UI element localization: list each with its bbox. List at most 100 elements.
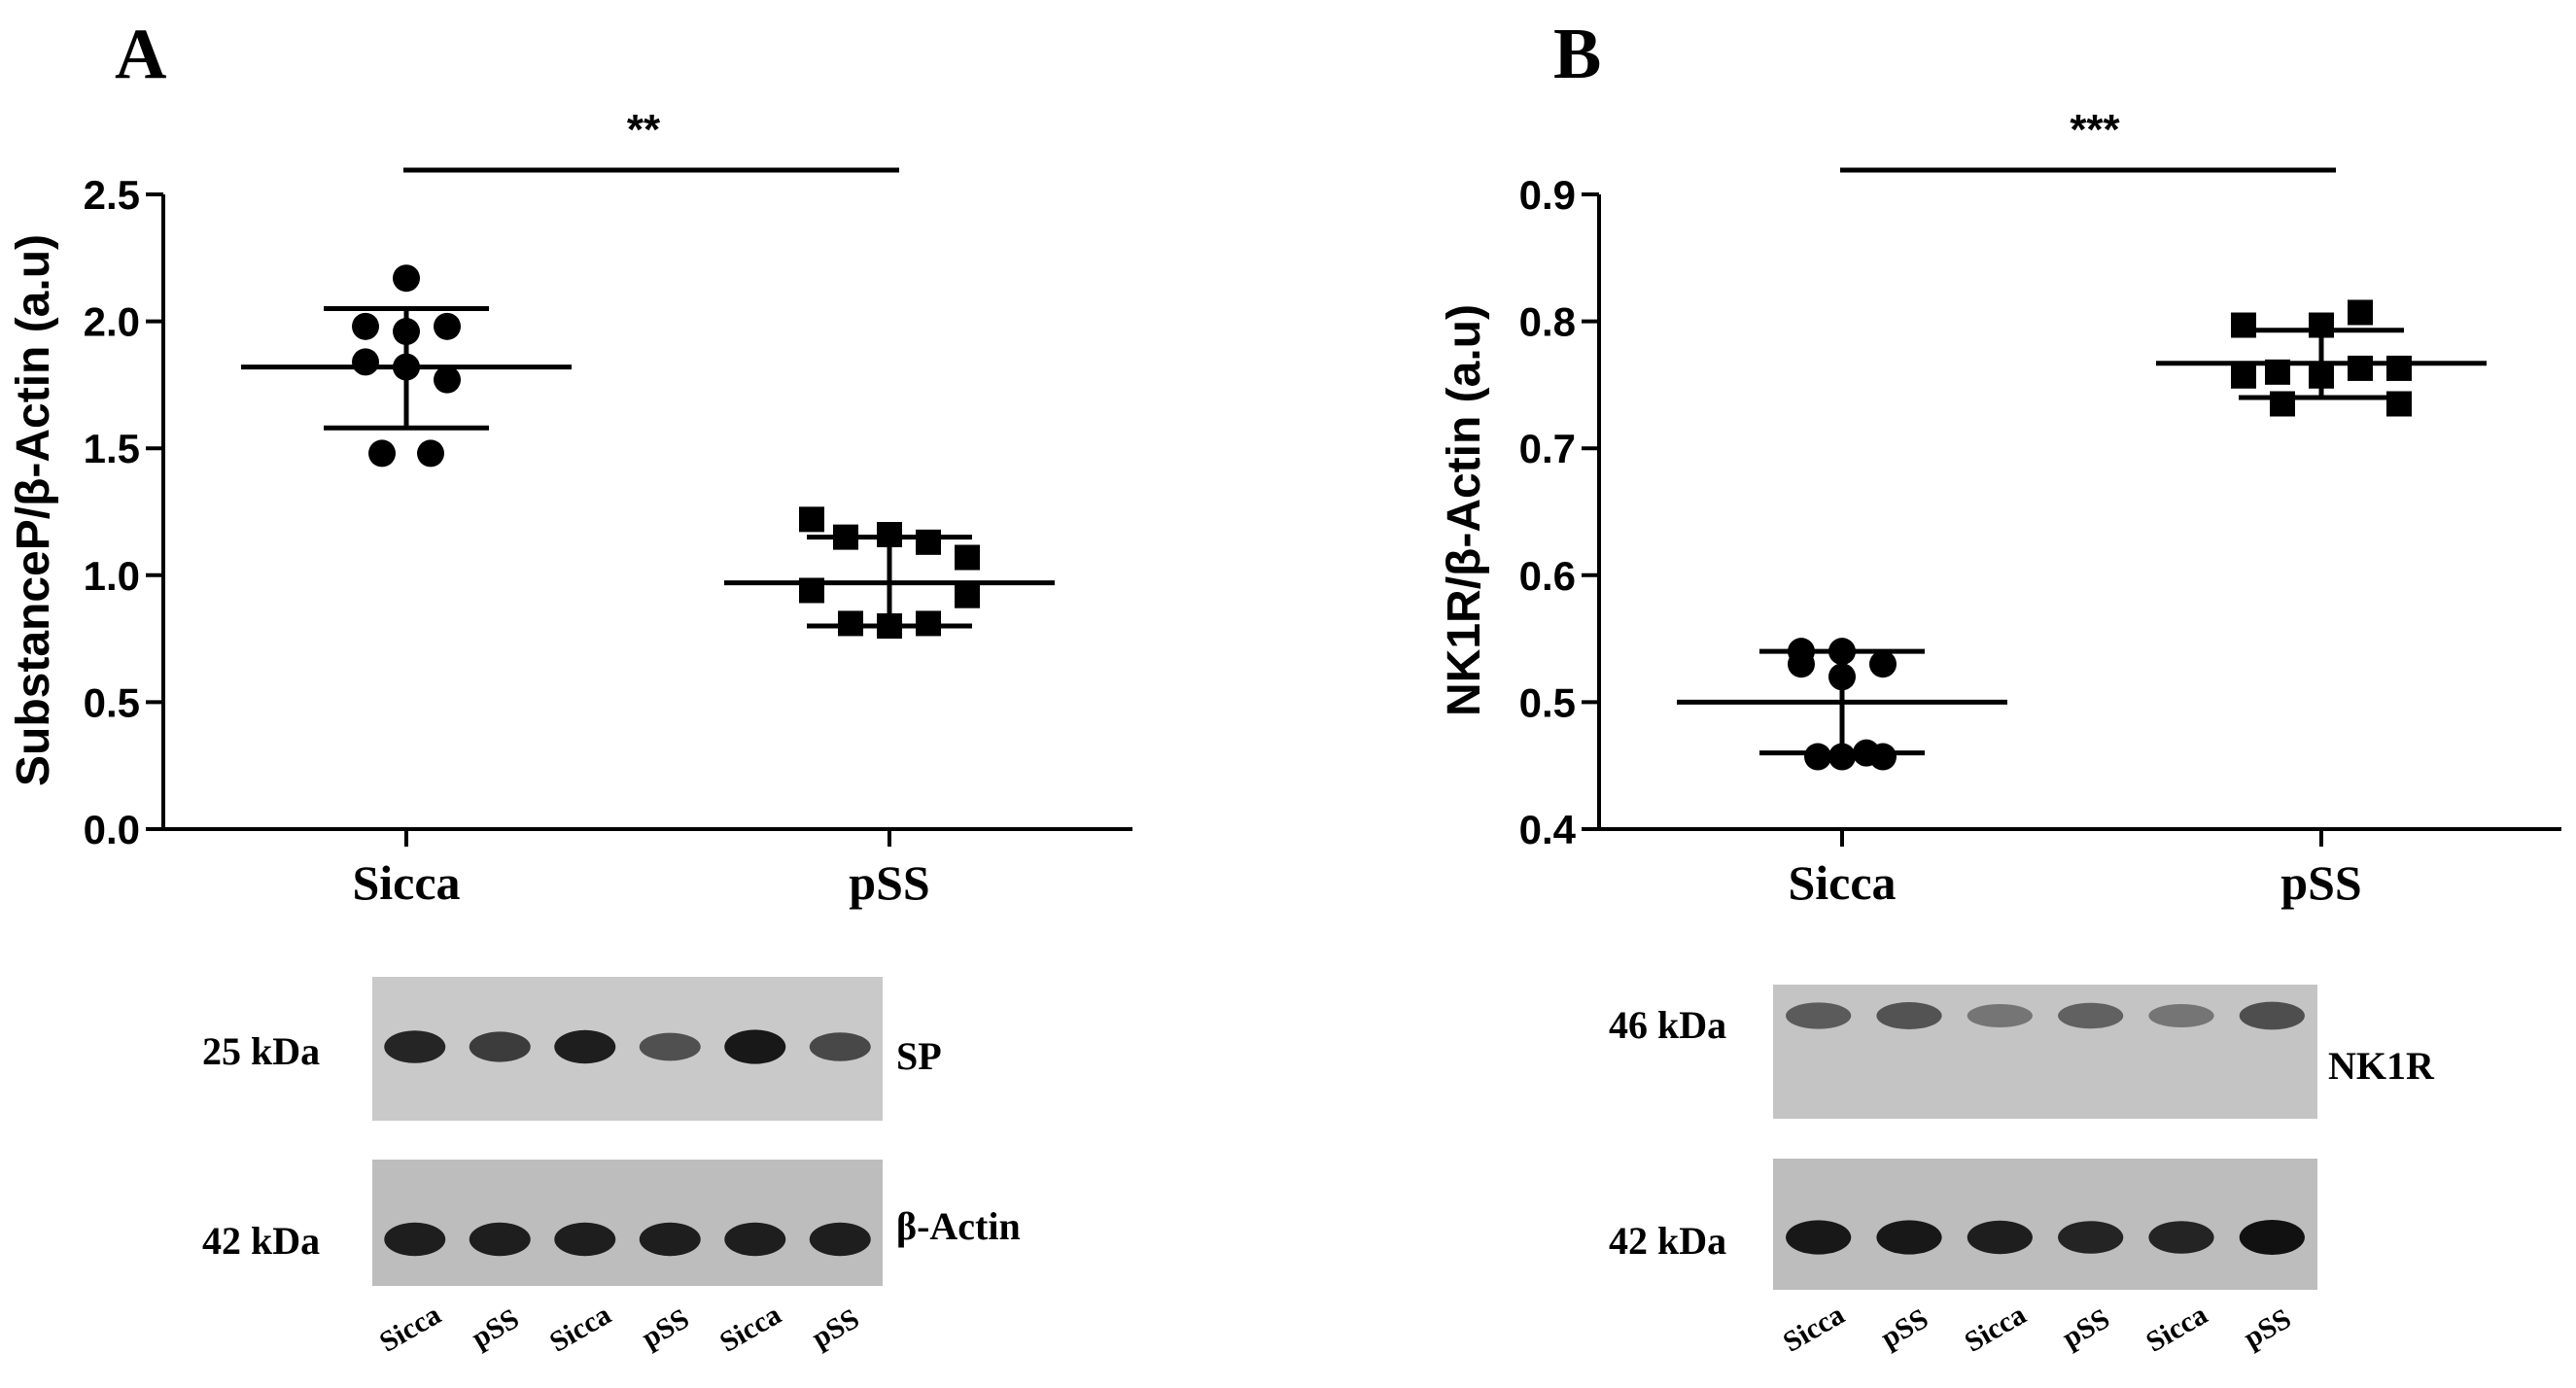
blot-a-bottom-band: [384, 1222, 446, 1257]
data-point-a: [417, 439, 444, 468]
blot-a-lane-label: pSS: [807, 1302, 865, 1355]
blot-b-bottom-band: [2239, 1220, 2305, 1255]
blot-a-lane-label: Sicca: [374, 1299, 446, 1359]
blot-a-top-band: [554, 1029, 616, 1064]
blot-b-bottom-band: [2148, 1221, 2214, 1254]
data-point-b: [1869, 650, 1897, 678]
blot-b-lane-label: Sicca: [1959, 1299, 2031, 1359]
chart-b: 0.4 0.5 0.6 0.7 0.8 0.9 Sicca pSS ***: [1519, 106, 2561, 910]
y-tick-label-b: 0.5: [1519, 679, 1576, 725]
blot-a-bands: [384, 1029, 871, 1257]
blot-b-nk1r-membrane: [1773, 985, 2317, 1119]
panel-letter-a: A: [115, 15, 166, 94]
blot-b-top-band: [2058, 1002, 2124, 1029]
y-tick-label-a: 2.0: [84, 299, 140, 345]
data-point-a: [916, 610, 941, 637]
blot-b-top-band: [1786, 1002, 1852, 1029]
data-point-a: [393, 264, 420, 293]
data-point-a: [955, 544, 980, 571]
y-tick-label-a: 1.5: [84, 426, 140, 471]
x-category-label-a: pSS: [849, 855, 929, 910]
blot-a-lane-labels: Sicca pSS Sicca pSS Sicca pSS: [374, 1299, 865, 1359]
y-axis-label-a: SubstanceP/β-Actin (a.u): [8, 234, 59, 786]
blot-b-top-band: [2239, 1001, 2305, 1030]
data-point-a: [916, 529, 941, 555]
blot-a-lane-label: pSS: [637, 1302, 695, 1355]
blot-a-top-band: [809, 1032, 871, 1061]
y-tick-label-b: 0.7: [1519, 426, 1576, 471]
data-point-a: [838, 610, 863, 637]
data-point-a: [434, 365, 461, 394]
data-point-b: [2386, 391, 2412, 417]
blot-a-top-band: [639, 1032, 701, 1061]
blot-b-lane-label: Sicca: [2141, 1299, 2212, 1359]
y-tick-label-a: 2.5: [84, 172, 140, 218]
data-point-a: [352, 348, 379, 376]
y-tick-label-b: 0.8: [1519, 299, 1576, 345]
blot-a-bottom-band: [554, 1222, 616, 1257]
data-point-b: [2270, 391, 2295, 417]
y-tick-label-b: 0.6: [1519, 553, 1576, 599]
blot-b-bottom-band: [1967, 1220, 2033, 1255]
blot-a-top-label: SP: [896, 1034, 942, 1078]
y-tick-label-a: 1.0: [84, 553, 140, 599]
x-category-label-b: pSS: [2280, 855, 2361, 910]
y-tick-label-b: 0.4: [1519, 807, 1577, 852]
blot-a-lane-label: Sicca: [544, 1299, 616, 1359]
blot-b-top-label: NK1R: [2328, 1044, 2435, 1088]
blot-a-bottom-label: β-Actin: [896, 1204, 1021, 1248]
chart-a: 0.0 0.5 1.0 1.5 2.0 2.5 Sicca pSS **: [84, 106, 1132, 910]
blot-b-lane-label: pSS: [1875, 1302, 1933, 1355]
data-point-b: [2231, 363, 2256, 389]
blot-b-top-kda: 46 kDa: [1609, 1003, 1726, 1047]
data-point-a: [352, 312, 379, 340]
blot-b-lane-label: pSS: [2057, 1302, 2115, 1355]
blot-a-bottom-band: [809, 1222, 871, 1257]
y-tick-label-a: 0.5: [84, 679, 140, 725]
blot-a-top-band: [469, 1031, 531, 1062]
blot-a-lane-label: pSS: [467, 1302, 525, 1355]
data-point-b: [1828, 743, 1856, 771]
blot-a-top-kda: 25 kDa: [202, 1029, 320, 1073]
blot-b-bands: [1786, 1001, 2305, 1255]
blot-a-bottom-band: [469, 1222, 531, 1257]
blot-b-bottom-kda: 42 kDa: [1609, 1219, 1726, 1263]
blot-b-lane-label: pSS: [2239, 1302, 2297, 1355]
data-point-a: [955, 582, 980, 608]
blot-b-top-band: [1876, 1002, 1942, 1029]
blot-a-bottom-band: [724, 1222, 786, 1257]
blot-b-bottom-band: [1786, 1220, 1852, 1255]
blot-b-top-band: [2148, 1004, 2214, 1027]
blot-a-actin-membrane: [372, 1160, 883, 1286]
blot-b-lane-labels: Sicca pSS Sicca pSS Sicca pSS: [1778, 1299, 2297, 1359]
blot-a-top-band: [384, 1030, 446, 1063]
blot-a-bottom-band: [639, 1222, 701, 1257]
y-tick-label-a: 0.0: [84, 807, 140, 852]
data-point-a: [368, 439, 396, 468]
significance-label-a: **: [627, 106, 661, 154]
significance-label-b: ***: [2070, 106, 2120, 154]
blot-a-bottom-kda: 42 kDa: [202, 1219, 320, 1263]
x-category-label-a: Sicca: [352, 855, 460, 910]
data-point-b: [1804, 743, 1831, 771]
data-point-a: [434, 312, 461, 340]
x-category-label-b: Sicca: [1788, 855, 1896, 910]
western-blot-b: 46 kDa NK1R 42 kDa Sicca pSS Sicca pSS Sicca…: [1609, 985, 2435, 1359]
western-blot-a: 25 kDa SP 42 kDa β-Actin Sicca pSS Sicca pS…: [202, 977, 1021, 1359]
panel-letter-b: B: [1553, 15, 1601, 94]
y-tick-label-b: 0.9: [1519, 172, 1576, 218]
data-point-b: [2231, 312, 2256, 338]
y-axis-label-b: NK1R/β-Actin (a.u): [1439, 304, 1490, 716]
blot-a-lane-label: Sicca: [714, 1299, 786, 1359]
blot-a-top-band: [724, 1029, 786, 1064]
data-point-a: [799, 506, 824, 533]
data-point-b: [2386, 355, 2412, 381]
data-point-b: [2348, 355, 2373, 381]
blot-b-top-band: [1967, 1004, 2033, 1027]
blot-b-actin-membrane: [1773, 1159, 2317, 1290]
blot-a-sp-membrane: [372, 977, 883, 1121]
blot-b-bottom-band: [1876, 1220, 1942, 1255]
blot-b-lane-label: Sicca: [1778, 1299, 1850, 1359]
blot-b-bottom-band: [2058, 1221, 2124, 1254]
